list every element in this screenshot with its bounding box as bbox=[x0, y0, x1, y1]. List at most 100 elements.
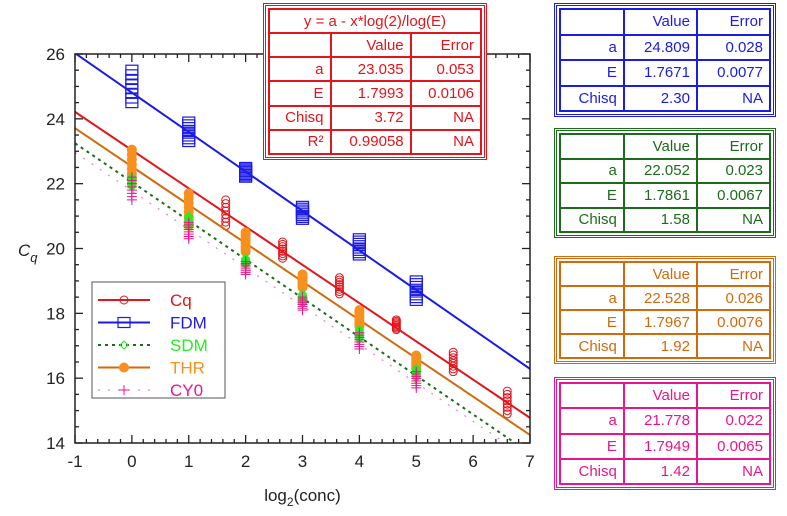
x-tick-label: 4 bbox=[355, 452, 364, 471]
data-point-cq bbox=[221, 210, 231, 220]
table-row: a 22.528 0.026 bbox=[559, 285, 772, 311]
data-point-cq bbox=[278, 237, 288, 247]
table-row: Chisq 1.58 NA bbox=[559, 206, 772, 233]
data-point-cq bbox=[278, 246, 288, 256]
table-row-cell: 0.99058 bbox=[329, 128, 412, 156]
plot-area bbox=[75, 54, 530, 443]
table-header-row: Value Error bbox=[268, 32, 483, 59]
data-point-cq bbox=[334, 275, 344, 285]
table-row-cell: E bbox=[559, 432, 625, 460]
data-point-cq bbox=[502, 402, 512, 412]
data-point-cq bbox=[448, 353, 458, 363]
y-tick-label: 20 bbox=[46, 240, 65, 259]
table-title-row-cell: y = a - x*log(2)/log(E) bbox=[268, 7, 482, 35]
legend-marker-fdm bbox=[117, 316, 131, 329]
y-tick-label: 26 bbox=[46, 45, 65, 64]
data-point-cq bbox=[502, 406, 512, 416]
table-row-cell: 0.0076 bbox=[695, 309, 772, 335]
table-row-cell: 0.022 bbox=[695, 407, 772, 435]
data-point-cq bbox=[502, 393, 512, 403]
table-header-row-cell bbox=[268, 32, 332, 59]
data-point-fdm bbox=[125, 64, 139, 76]
legend-marker-cq bbox=[119, 295, 129, 305]
table-row: E 1.7861 0.0067 bbox=[559, 182, 772, 209]
table-row-cell: a bbox=[559, 407, 625, 435]
legend: Cq FDM SDM THR CY0 bbox=[91, 281, 226, 400]
x-tick-label: 5 bbox=[412, 452, 421, 471]
data-point-thr bbox=[240, 227, 251, 238]
table-row-cell: E bbox=[559, 309, 625, 335]
data-point-cq bbox=[334, 287, 344, 297]
table-header-row: Value Error bbox=[559, 133, 772, 160]
table-header-row-cell: Error bbox=[409, 32, 483, 59]
data-point-cy0 bbox=[126, 172, 137, 183]
table-header-row: Value Error bbox=[559, 261, 772, 287]
data-point-cq bbox=[278, 251, 288, 261]
y-tick-label: 22 bbox=[46, 175, 65, 194]
y-tick-label: 16 bbox=[46, 369, 65, 388]
table-row-cell: NA bbox=[695, 84, 772, 112]
legend-box bbox=[91, 281, 226, 399]
x-tick-label: 3 bbox=[298, 452, 307, 471]
data-point-cq bbox=[221, 217, 231, 227]
data-point-cq bbox=[278, 249, 288, 259]
legend-label-cy0: CY0 bbox=[170, 381, 203, 400]
data-point-cq bbox=[502, 409, 512, 419]
table-header-row-cell: Error bbox=[695, 133, 772, 160]
table-row-cell: a bbox=[268, 56, 332, 83]
data-point-fdm bbox=[409, 275, 423, 287]
table-header-row: Value Error bbox=[559, 8, 772, 36]
table-row-cell: 0.026 bbox=[695, 285, 772, 311]
table-row-cell: E bbox=[559, 59, 625, 87]
data-point-thr bbox=[183, 188, 194, 199]
legend-marker-sdm bbox=[119, 340, 129, 350]
table-header-row-cell bbox=[559, 8, 625, 36]
table-header-row-cell: Error bbox=[695, 261, 772, 287]
data-point-fdm bbox=[352, 233, 366, 245]
data-point-thr bbox=[411, 350, 422, 361]
table-row-cell: 0.0067 bbox=[695, 182, 772, 209]
data-point-cq bbox=[448, 350, 458, 360]
table-header-row-cell bbox=[559, 133, 625, 160]
table-header-row-cell: Value bbox=[622, 8, 698, 36]
data-point-fdm bbox=[182, 116, 196, 128]
table-row-cell: 0.023 bbox=[695, 157, 772, 184]
table-row-cell: 23.035 bbox=[329, 56, 412, 83]
table-row: a 22.052 0.023 bbox=[559, 157, 772, 184]
legend-label-thr: THR bbox=[170, 359, 205, 378]
table-row-cell: E bbox=[268, 80, 332, 107]
table-row-cell: E bbox=[559, 182, 625, 209]
table-row-cell: 1.7671 bbox=[622, 59, 698, 87]
legend-marker-cy0 bbox=[119, 385, 129, 395]
data-point-cq bbox=[278, 239, 288, 249]
data-point-thr bbox=[354, 305, 365, 316]
x-tick-label: 2 bbox=[241, 452, 250, 471]
data-point-fdm bbox=[295, 200, 310, 212]
table-row-cell: R² bbox=[268, 128, 332, 156]
table-row-cell: Chisq bbox=[559, 84, 625, 112]
legend-label-sdm: SDM bbox=[170, 336, 208, 355]
x-tick-label: 6 bbox=[468, 452, 477, 471]
table-row-cell: 0.0106 bbox=[409, 80, 483, 107]
table-row: Chisq 1.92 NA bbox=[559, 333, 772, 359]
fit-table-3: Value Error a 22.528 0.026 E 1.7967 0.0076 Chisq… bbox=[554, 256, 776, 364]
x-axis-label: log2(conc) bbox=[264, 486, 341, 509]
data-point-cy0 bbox=[411, 366, 422, 377]
fit-table-2: Value Error a 22.052 0.023 E 1.7861 0.0067 Chisq… bbox=[554, 128, 776, 238]
data-point-cq bbox=[278, 244, 288, 254]
table-row-cell: Chisq bbox=[559, 333, 625, 359]
data-point-fdm bbox=[239, 161, 253, 174]
legend-label-fdm: FDM bbox=[170, 314, 207, 333]
data-point-cy0 bbox=[297, 292, 308, 303]
legend-marker-thr bbox=[119, 362, 129, 373]
data-point-thr bbox=[126, 144, 137, 155]
y-tick-label: 18 bbox=[46, 304, 65, 323]
table-row-cell: 1.7993 bbox=[329, 80, 412, 107]
table-header-row-cell: Value bbox=[622, 261, 698, 287]
data-point-cq bbox=[502, 386, 512, 396]
fit-table-1: Value Error a 24.809 0.028 E 1.7671 0.0077 Chisq… bbox=[554, 3, 776, 117]
table-row-cell: 2.30 bbox=[622, 84, 698, 112]
legend-label-cq: Cq bbox=[170, 291, 192, 310]
